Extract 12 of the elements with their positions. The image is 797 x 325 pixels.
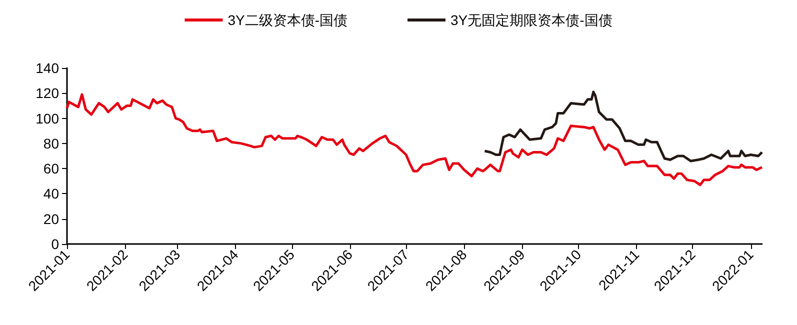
y-tick-label: 140 xyxy=(36,60,60,76)
legend-label: 3Y二级资本债-国债 xyxy=(228,12,348,28)
line-series xyxy=(484,90,764,162)
y-tick-label: 40 xyxy=(43,186,60,202)
y-tick-label: 100 xyxy=(36,110,60,126)
y-tick-label: 80 xyxy=(43,135,60,152)
y-tick-label: 60 xyxy=(43,160,60,177)
y-tick-label: 120 xyxy=(36,85,60,102)
line-series xyxy=(66,93,764,186)
y-tick-label: 20 xyxy=(43,210,60,227)
legend-label: 3Y无固定期限资本债-国债 xyxy=(450,12,612,28)
y-tick-label: 0 xyxy=(51,236,60,252)
